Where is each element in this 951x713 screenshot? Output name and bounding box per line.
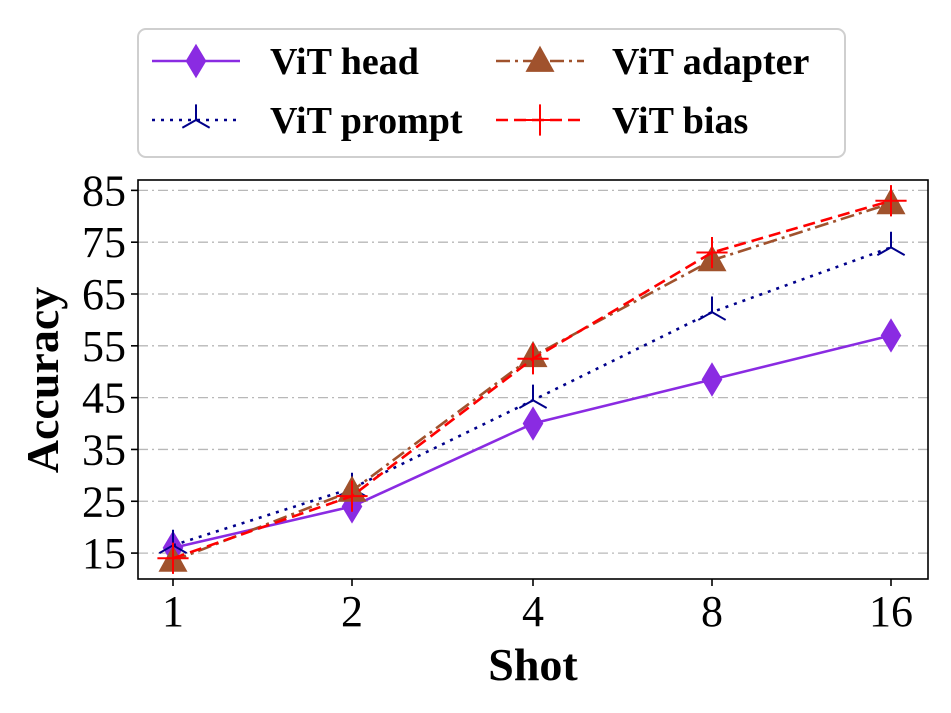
y-tick-label: 15 [82,529,126,578]
y-tick-label: 35 [82,425,126,474]
legend-frame [137,28,846,158]
x-tick-label: 8 [701,587,723,636]
legend-marker [525,45,555,72]
data-point [517,343,549,375]
y-tick-label: 45 [82,374,126,423]
legend: ViT head ViT prompt ViT adapter ViT bias [137,28,846,158]
data-point [336,480,368,512]
data-point [697,296,727,321]
data-point [157,542,189,574]
data-point [701,362,723,397]
y-tick-label: 65 [82,270,126,319]
y-axis-label: Accuracy [17,287,68,473]
data-point [880,318,902,353]
legend-label: ViT adapter [612,41,810,83]
legend-label: ViT bias [612,100,748,142]
y-tick-label: 55 [82,322,126,371]
legend-marker [524,104,556,136]
data-point [875,185,907,217]
series-vit-bias [157,185,907,574]
legend-item-vit-bias: ViT bias [496,100,748,142]
y-tick-label: 85 [82,166,126,215]
legend-marker [185,43,207,79]
legend-item-vit-prompt: ViT prompt [152,100,463,142]
legend-label: ViT prompt [270,100,463,142]
x-axis-label: Shot [488,639,578,690]
x-tick-label: 4 [522,587,544,636]
data-point [518,384,548,409]
legend-marker [181,104,211,129]
legend-item-vit-head: ViT head [152,41,419,83]
series-layer [157,185,907,574]
legend-item-vit-adapter: ViT adapter [496,41,810,83]
data-point [696,236,728,269]
x-tick-label: 1 [162,587,184,636]
x-tick-label: 2 [341,587,363,636]
y-tick-label: 25 [82,477,126,526]
x-tick-label: 16 [869,587,913,636]
y-tick-label: 75 [82,218,126,267]
data-point [876,231,906,257]
legend-label: ViT head [270,41,419,83]
data-point [522,406,544,441]
